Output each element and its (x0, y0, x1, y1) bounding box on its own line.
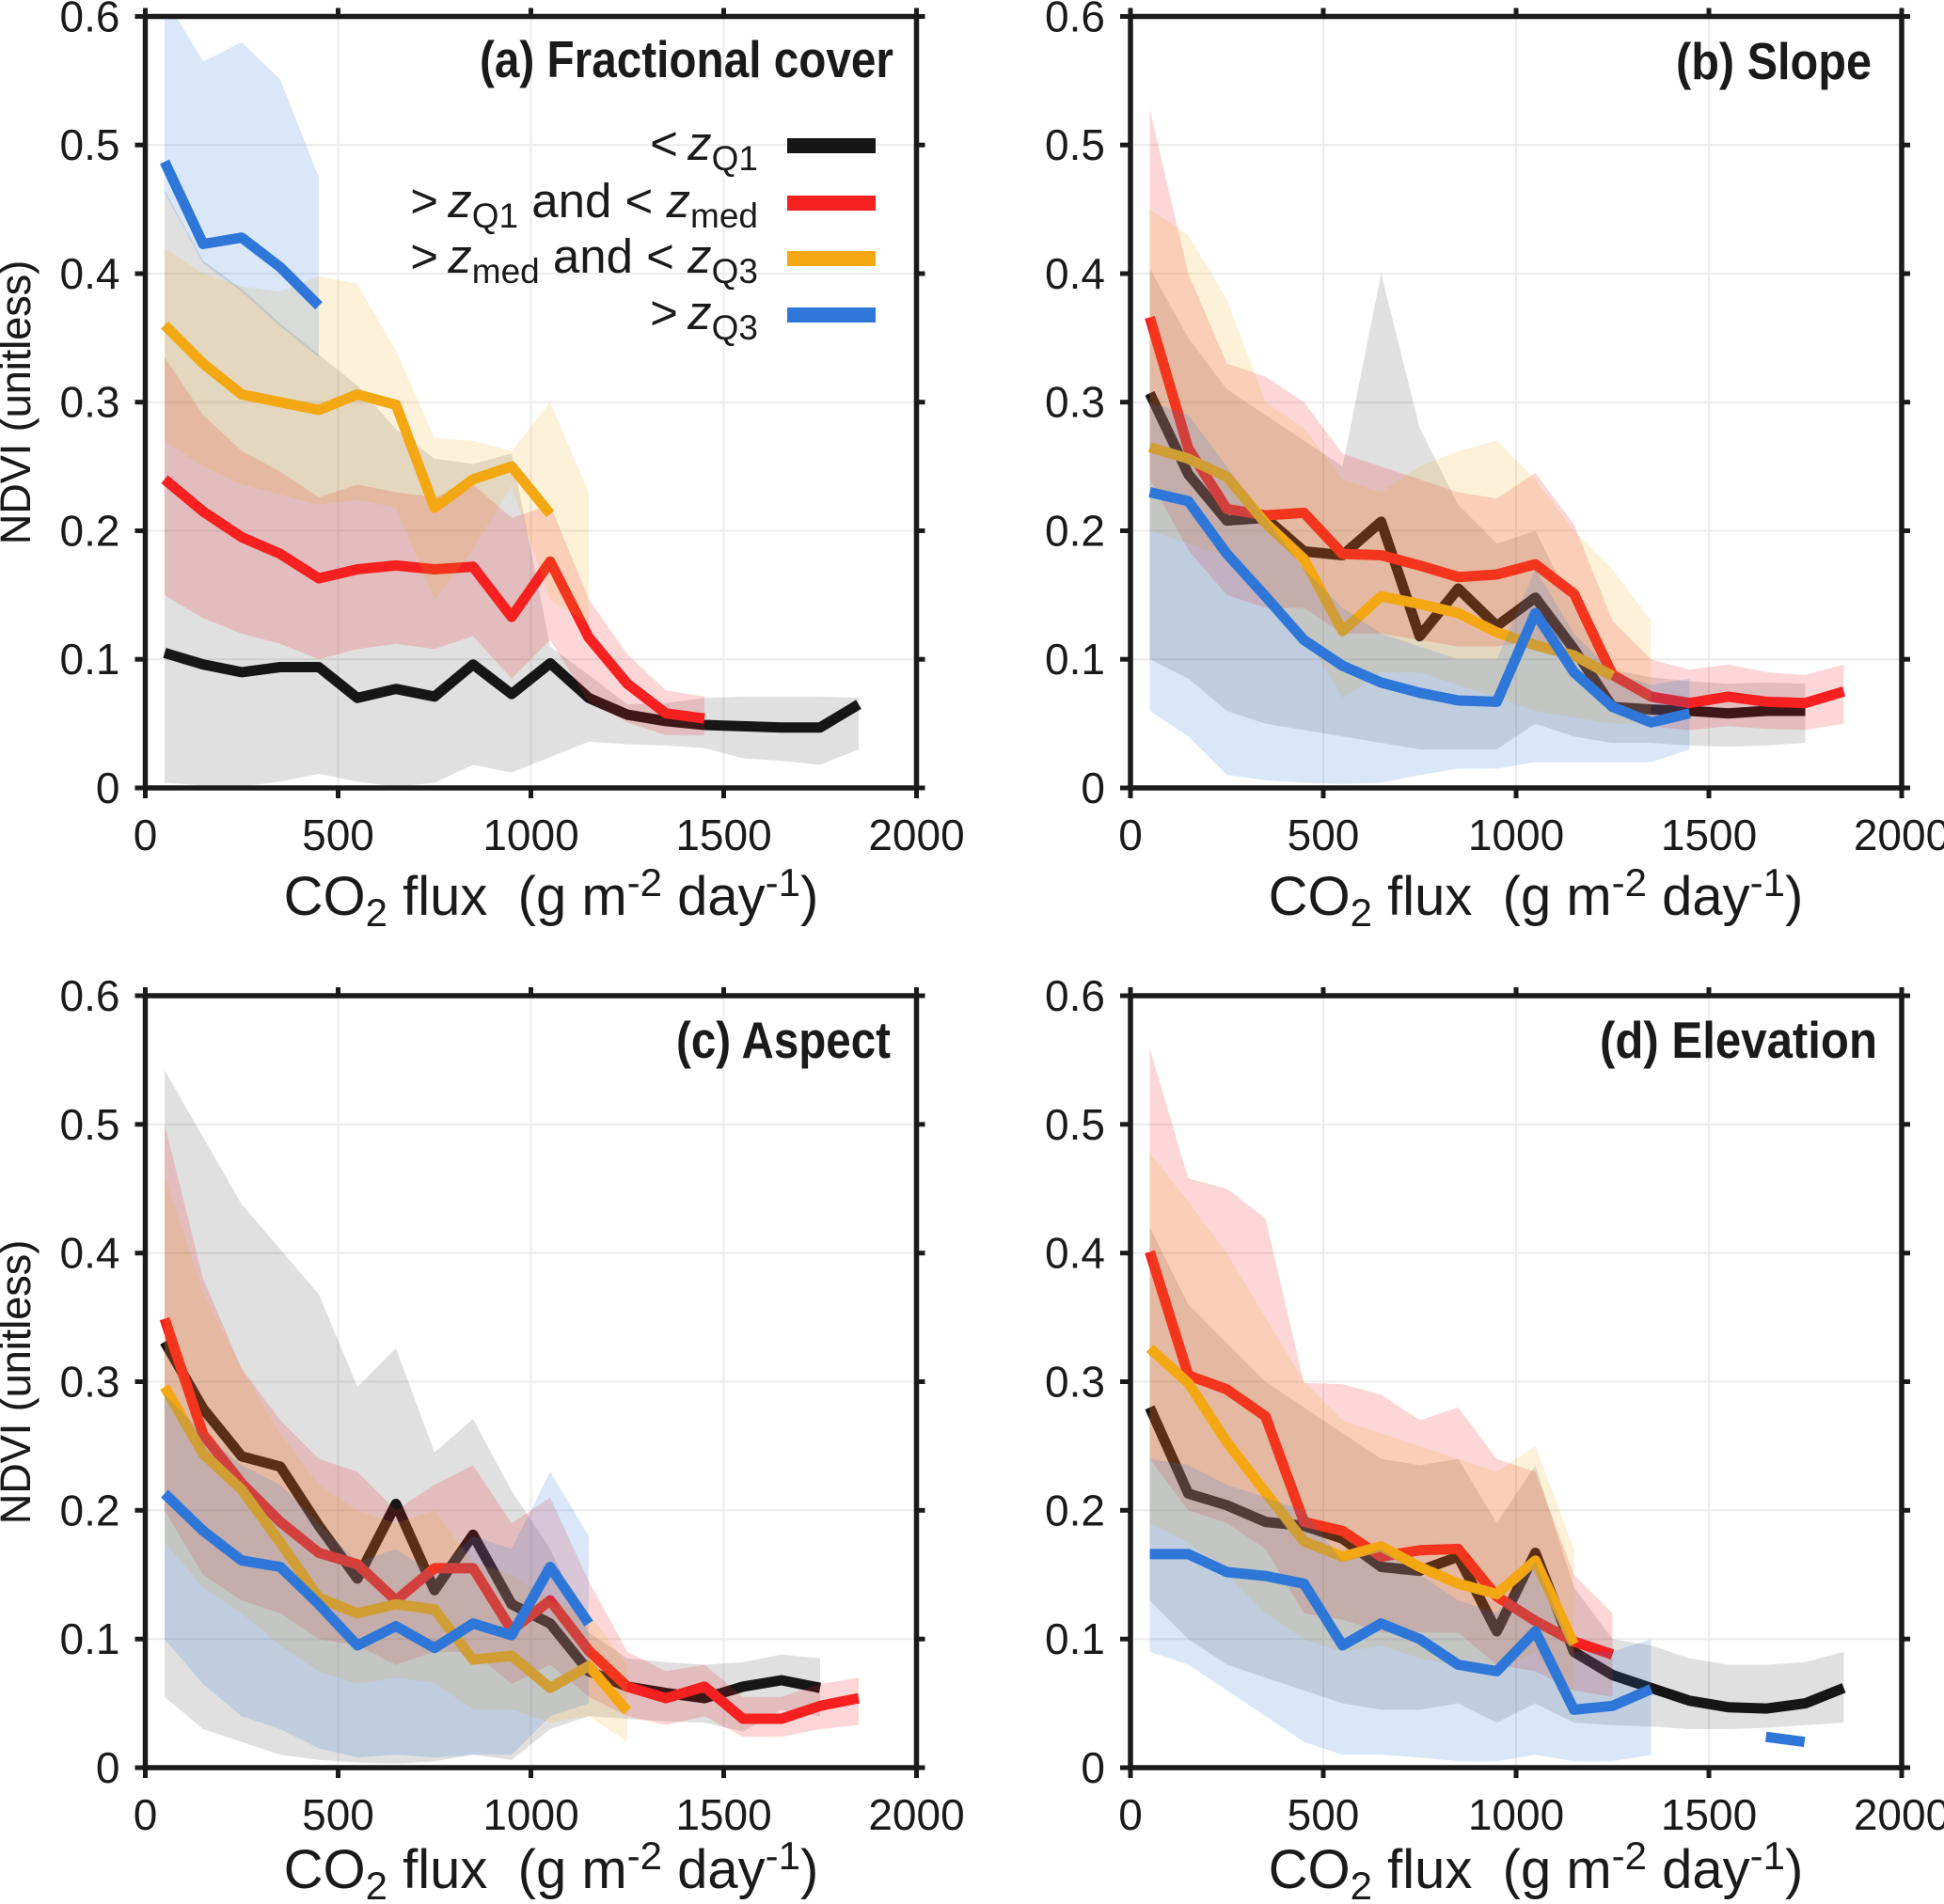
svg-text:CO2 flux (g m-2 day-1): CO2 flux (g m-2 day-1) (284, 1833, 819, 1899)
svg-text:0.2: 0.2 (1045, 507, 1105, 556)
svg-text:0.4: 0.4 (1045, 1229, 1105, 1278)
svg-text:0: 0 (134, 1790, 158, 1839)
svg-text:0: 0 (1081, 763, 1105, 812)
svg-text:0.3: 0.3 (1045, 1358, 1105, 1407)
svg-text:(a) Fractional cover: (a) Fractional cover (480, 30, 893, 88)
svg-text:0.5: 0.5 (1045, 120, 1105, 169)
svg-text:2000: 2000 (868, 810, 964, 859)
svg-text:0.3: 0.3 (60, 1358, 120, 1407)
svg-text:2000: 2000 (1854, 810, 1944, 859)
svg-text:0.6: 0.6 (60, 0, 120, 41)
svg-text:CO2 flux (g m-2 day-1): CO2 flux (g m-2 day-1) (1269, 1833, 1804, 1899)
svg-text:1500: 1500 (1661, 810, 1757, 859)
svg-text:0.2: 0.2 (60, 507, 120, 556)
svg-text:0.6: 0.6 (1045, 971, 1105, 1020)
svg-text:2000: 2000 (868, 1790, 964, 1839)
svg-text:0.4: 0.4 (60, 249, 120, 298)
svg-text:1000: 1000 (482, 1790, 578, 1839)
svg-text:0.5: 0.5 (1045, 1100, 1105, 1149)
svg-text:0.5: 0.5 (60, 1100, 120, 1149)
svg-text:NDVI (unitless): NDVI (unitless) (0, 260, 40, 545)
svg-text:0: 0 (1118, 810, 1143, 859)
svg-text:0.2: 0.2 (60, 1486, 120, 1534)
svg-text:NDVI (unitless): NDVI (unitless) (0, 260, 40, 545)
svg-text:0.3: 0.3 (60, 378, 120, 427)
svg-text:0: 0 (96, 763, 120, 812)
svg-text:(c) Aspect: (c) Aspect (676, 1011, 891, 1069)
svg-text:1000: 1000 (1468, 1790, 1564, 1839)
svg-text:500: 500 (1288, 1790, 1360, 1839)
svg-text:1500: 1500 (675, 810, 771, 859)
svg-text:500: 500 (302, 810, 374, 859)
svg-text:0.1: 0.1 (1045, 1614, 1105, 1663)
svg-text:1000: 1000 (1468, 810, 1564, 859)
svg-text:0.1: 0.1 (60, 635, 120, 684)
svg-text:0.6: 0.6 (1045, 0, 1105, 41)
svg-text:0.1: 0.1 (1045, 635, 1105, 684)
svg-text:0.4: 0.4 (1045, 249, 1105, 298)
svg-text:1500: 1500 (675, 1790, 771, 1839)
svg-text:NDVI (unitless): NDVI (unitless) (0, 1240, 40, 1525)
svg-text:CO2 flux (g m-2 day-1): CO2 flux (g m-2 day-1) (284, 860, 819, 935)
svg-text:CO2 flux (g m-2 day-1): CO2 flux (g m-2 day-1) (1269, 860, 1804, 935)
svg-text:0.4: 0.4 (60, 1229, 120, 1278)
svg-text:1000: 1000 (482, 810, 578, 859)
svg-text:0: 0 (96, 1743, 120, 1792)
svg-text:500: 500 (1288, 810, 1360, 859)
svg-text:0.2: 0.2 (1045, 1486, 1105, 1534)
svg-text:0: 0 (1081, 1743, 1105, 1792)
svg-text:NDVI (unitless): NDVI (unitless) (0, 1240, 40, 1525)
svg-text:0: 0 (134, 810, 158, 859)
svg-text:0.5: 0.5 (60, 120, 120, 169)
svg-text:(d) Elevation: (d) Elevation (1600, 1011, 1877, 1069)
svg-text:(b) Slope: (b) Slope (1676, 32, 1872, 90)
svg-text:> zQ1 and < zmed: > zQ1 and < zmed (410, 174, 758, 235)
svg-text:> zmed and < zQ3: > zmed and < zQ3 (410, 229, 758, 291)
svg-text:0.1: 0.1 (60, 1614, 120, 1663)
svg-text:0: 0 (1118, 1790, 1143, 1839)
svg-text:1500: 1500 (1661, 1790, 1757, 1839)
svg-text:0.3: 0.3 (1045, 378, 1105, 427)
svg-text:2000: 2000 (1854, 1790, 1944, 1839)
svg-text:0.6: 0.6 (60, 971, 120, 1020)
svg-text:500: 500 (302, 1790, 374, 1839)
